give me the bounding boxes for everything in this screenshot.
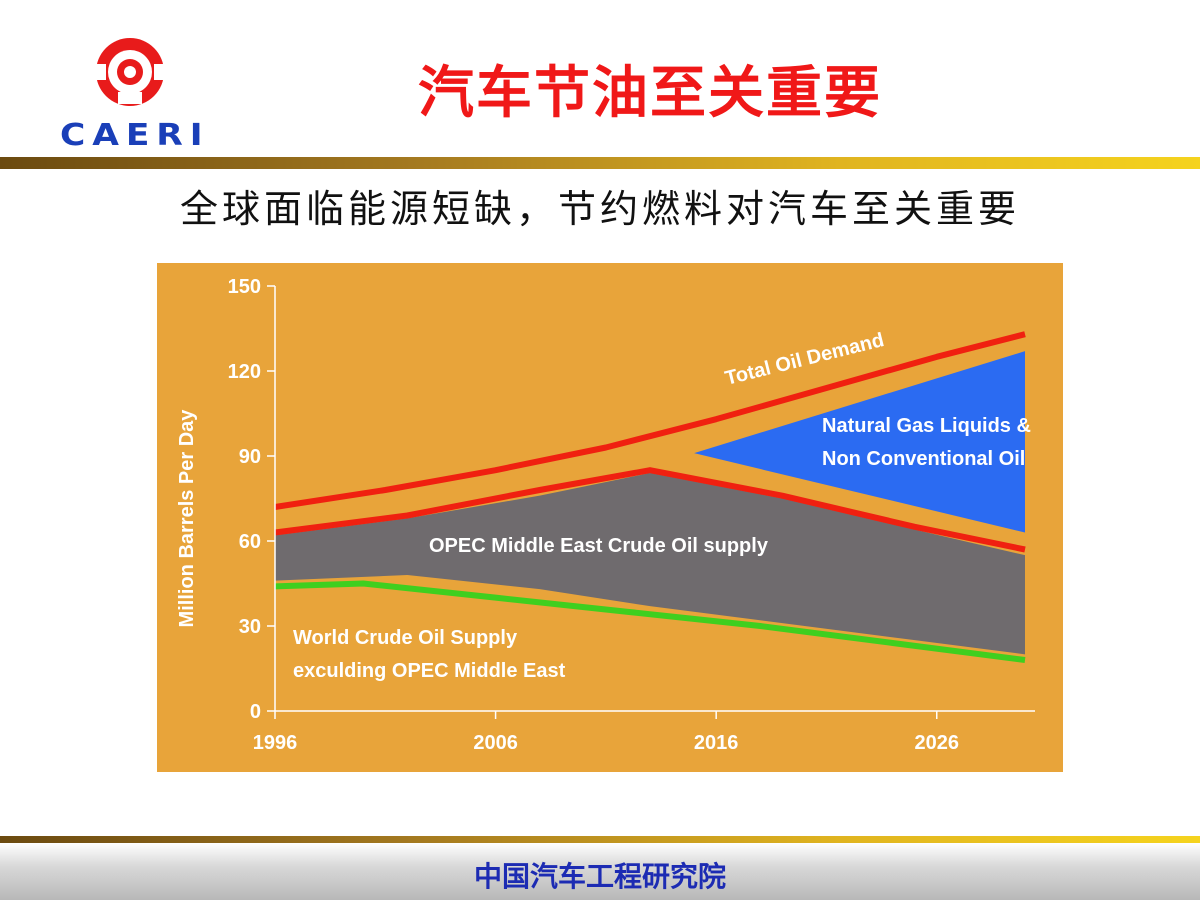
opec-upper-line — [274, 467, 1026, 553]
x-tick-label: 1996 — [253, 732, 298, 754]
total-demand-line — [274, 331, 1026, 510]
opec-supply-label: OPEC Middle East Crude Oil supply — [429, 535, 769, 557]
opec-area — [275, 473, 1025, 655]
oil-chart-svg: 0 30 60 90 120 150 1996 2006 2016 2026 Million Bar… — [176, 276, 1035, 754]
header-divider — [0, 157, 1200, 169]
world-supply-label-line1: World Crude Oil Supply — [293, 627, 518, 649]
footer-org-name: 中国汽车工程研究院 — [473, 860, 726, 893]
world-supply-line — [274, 580, 1026, 663]
ngl-label-line2: Non Conventional Oil — [822, 448, 1025, 470]
x-tick-label: 2026 — [915, 732, 960, 754]
world-supply-label-line2: exculding OPEC Middle East — [293, 660, 566, 682]
y-tick-label: 0 — [250, 701, 261, 723]
slide-subtitle: 全球面临能源短缺，节约燃料对汽车至关重要 — [179, 187, 1020, 231]
y-axis-label: Million Barrels Per Day — [176, 409, 198, 628]
y-tick-label: 60 — [239, 531, 261, 553]
y-tick-label: 90 — [239, 446, 261, 468]
y-tick-label: 150 — [228, 276, 261, 298]
x-tick-label: 2016 — [694, 732, 739, 754]
ngl-area — [694, 351, 1025, 533]
y-tick-label: 30 — [239, 616, 261, 638]
ngl-label-line1: Natural Gas Liquids & — [822, 415, 1031, 437]
logo-text: CAERI — [60, 118, 210, 153]
y-tick-label: 120 — [228, 361, 261, 383]
slide-title: 汽车节油至关重要 — [418, 60, 882, 126]
footer-divider — [0, 836, 1200, 844]
oil-chart: 0 30 60 90 120 150 1996 2006 2016 2026 Million Bar… — [157, 263, 1063, 772]
footer-bar — [0, 843, 1200, 900]
x-tick-label: 2006 — [473, 732, 518, 754]
caeri-logo — [96, 38, 164, 106]
